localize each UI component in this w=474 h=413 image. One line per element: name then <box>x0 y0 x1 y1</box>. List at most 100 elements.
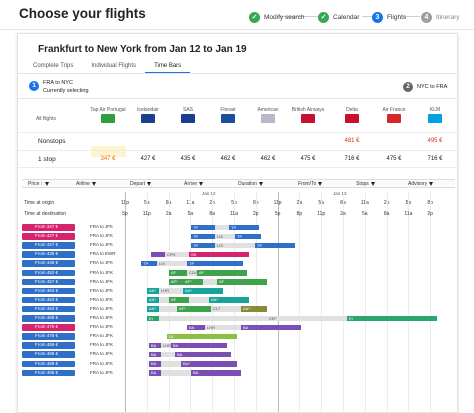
step-modify-search[interactable]: ✓ Modify search <box>249 10 304 24</box>
layover-bar[interactable] <box>159 297 169 303</box>
layover-bar[interactable]: KEF <box>267 315 347 321</box>
filter-funnel-icon[interactable] <box>44 182 49 186</box>
layover-bar[interactable] <box>189 297 209 303</box>
matrix-price-cell[interactable]: 347 € <box>100 156 116 162</box>
price-select-button[interactable]: From 452 € <box>22 269 75 276</box>
flight-segment-bar[interactable]: BA <box>149 370 161 376</box>
flight-segment-bar[interactable]: TP <box>191 242 215 249</box>
price-select-button[interactable]: From 347 € <box>22 224 75 231</box>
flight-segment-bar[interactable]: AF* <box>177 306 211 312</box>
flight-segment-bar[interactable]: BA <box>187 324 205 331</box>
matrix-price-cell[interactable]: 716 € <box>344 156 360 162</box>
price-select-button[interactable]: From 486 € <box>22 351 75 358</box>
airline-logo-icon[interactable] <box>387 114 401 123</box>
filter-price[interactable]: Price ↑ <box>28 181 49 187</box>
filter-funnel-icon[interactable] <box>429 182 434 186</box>
airline-logo-icon[interactable] <box>345 114 359 123</box>
filter-advisory[interactable]: Advisory <box>408 181 434 187</box>
flight-segment-bar[interactable]: BA <box>191 370 241 376</box>
flight-segment-bar[interactable]: BA <box>241 324 301 331</box>
filter-funnel-icon[interactable] <box>91 182 96 186</box>
flight-segment-bar[interactable]: AF <box>197 270 247 276</box>
flight-segment-bar[interactable]: TP <box>235 233 261 240</box>
step-calendar[interactable]: ✓ Calendar <box>318 10 359 24</box>
flight-segment-bar[interactable]: BA <box>171 342 227 349</box>
price-select-button[interactable]: From 446 € <box>22 260 75 267</box>
price-select-button[interactable]: From 486 € <box>22 369 75 377</box>
flight-segment-bar[interactable]: DL <box>167 333 237 340</box>
flight-segment-bar[interactable] <box>151 251 165 258</box>
flight-segment-bar[interactable]: EI <box>347 315 437 321</box>
layover-bar[interactable] <box>161 351 175 358</box>
flight-segment-bar[interactable]: SK <box>189 251 249 258</box>
step-flights[interactable]: 3 Flights <box>372 10 406 24</box>
price-select-button[interactable]: From 468 € <box>22 315 75 322</box>
airline-logo-icon[interactable] <box>141 114 155 123</box>
filter-depart[interactable]: Depart <box>130 181 152 187</box>
flight-segment-bar[interactable]: AF <box>169 270 187 276</box>
flight-segment-bar[interactable]: AF* <box>183 279 203 285</box>
price-select-button[interactable]: From 475 € <box>22 324 75 331</box>
flight-segment-bar[interactable]: BA <box>149 342 161 349</box>
filter-funnel-icon[interactable] <box>199 182 204 186</box>
flight-segment-bar[interactable]: TP <box>141 260 157 267</box>
filter-funnel-icon[interactable] <box>370 182 375 186</box>
layover-bar[interactable] <box>203 279 217 285</box>
filter-stops[interactable]: Stops <box>356 181 375 187</box>
airline-logo-icon[interactable] <box>301 114 315 123</box>
flight-segment-bar[interactable]: AA* <box>241 306 267 312</box>
layover-bar[interactable] <box>161 370 191 376</box>
price-select-button[interactable]: From 435 € <box>22 251 75 258</box>
matrix-price-cell[interactable]: 475 € <box>300 156 316 162</box>
filter-arrive[interactable]: Arrive <box>184 181 204 187</box>
layover-bar[interactable] <box>159 306 177 312</box>
filter-funnel-icon[interactable] <box>147 182 152 186</box>
flight-segment-bar[interactable]: AA* <box>183 288 223 294</box>
tab-complete-trips[interactable]: Complete Trips <box>33 63 74 69</box>
price-select-button[interactable]: From 462 € <box>22 287 75 295</box>
sort-arrow-icon[interactable]: ↑ <box>40 181 43 187</box>
flight-segment-bar[interactable]: EI <box>147 315 159 321</box>
layover-bar[interactable]: LHR <box>161 342 171 349</box>
price-select-button[interactable]: From 476 € <box>22 333 75 340</box>
filter-duration[interactable]: Duration <box>238 181 263 187</box>
flight-segment-bar[interactable]: AF* <box>169 279 183 285</box>
layover-bar[interactable]: CLT <box>211 306 241 312</box>
leg2-route[interactable]: NYC to FRA <box>417 84 448 90</box>
flight-segment-bar[interactable]: TP <box>191 224 215 230</box>
filter-funnel-icon[interactable] <box>318 182 323 186</box>
matrix-price-cell[interactable]: 462 € <box>220 156 236 162</box>
layover-bar[interactable]: LHR <box>205 324 241 331</box>
layover-bar[interactable]: CPH <box>165 251 189 258</box>
airline-logo-icon[interactable] <box>221 114 235 123</box>
layover-bar[interactable]: LIS <box>157 260 187 267</box>
flight-segment-bar[interactable]: BA <box>149 361 161 367</box>
matrix-price-cell[interactable]: 435 € <box>180 156 196 162</box>
filter-airline[interactable]: Airline <box>76 181 96 187</box>
flight-segment-bar[interactable]: AA* <box>147 288 159 294</box>
flight-segment-bar[interactable]: BA <box>175 351 231 358</box>
flight-segment-bar[interactable]: TP <box>187 260 243 267</box>
layover-bar[interactable] <box>161 361 181 367</box>
airline-logo-icon[interactable] <box>261 114 275 123</box>
airline-logo-icon[interactable] <box>428 114 442 123</box>
filter-funnel-icon[interactable] <box>258 182 263 186</box>
flight-segment-bar[interactable]: TP <box>229 224 259 230</box>
price-select-button[interactable]: From 457 € <box>22 278 75 286</box>
price-select-button[interactable]: From 486 € <box>22 342 75 349</box>
leg1-route[interactable]: FRA to NYC <box>43 80 73 86</box>
matrix-price-cell[interactable]: 495 € <box>427 138 443 144</box>
filter-from-to[interactable]: From/To <box>298 181 323 187</box>
tab-individual-flights[interactable]: Individual Flights <box>91 63 137 69</box>
flight-segment-bar[interactable]: AA* <box>147 297 159 303</box>
airline-logo-icon[interactable] <box>181 114 195 123</box>
tab-time-bars[interactable]: Time Bars <box>145 61 191 73</box>
matrix-price-cell[interactable]: 462 € <box>260 156 276 162</box>
layover-bar[interactable]: LIS <box>215 242 255 249</box>
price-select-button[interactable]: From 427 € <box>22 233 75 240</box>
flight-segment-bar[interactable]: BA* <box>181 361 237 367</box>
matrix-price-cell[interactable]: 427 € <box>140 156 156 162</box>
matrix-price-cell[interactable]: 481 € <box>344 138 360 144</box>
price-select-button[interactable]: From 486 € <box>22 360 75 367</box>
flight-segment-bar[interactable]: AF <box>169 297 189 303</box>
